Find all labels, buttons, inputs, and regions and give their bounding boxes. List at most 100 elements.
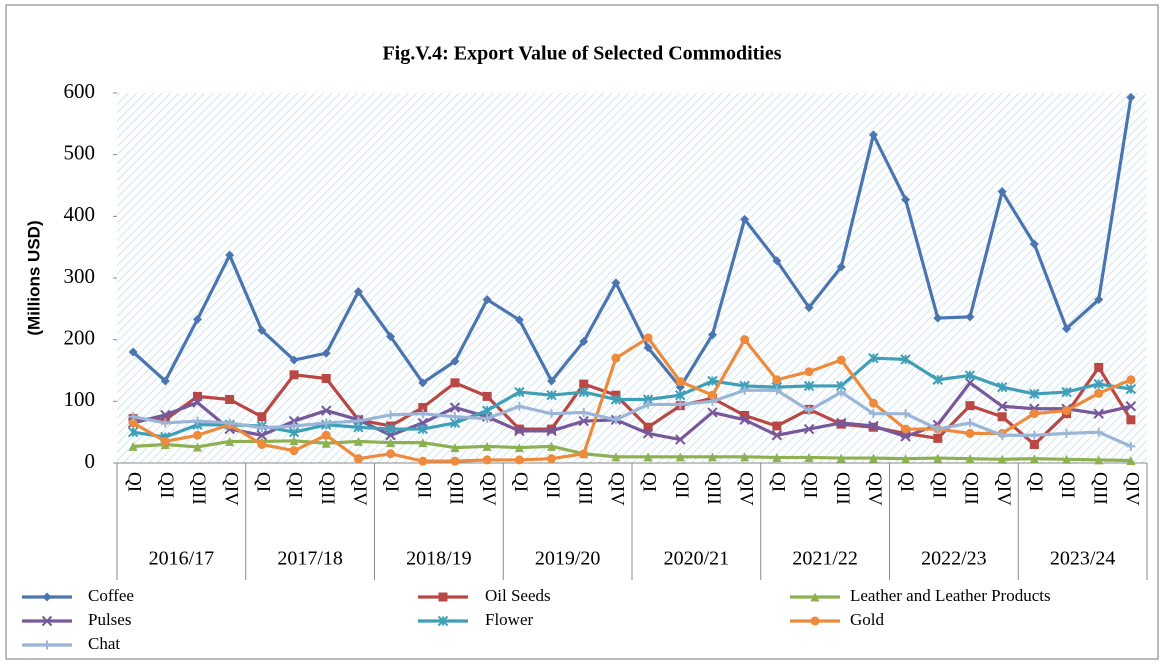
- x-tick-label: QI: [639, 472, 660, 492]
- series-line: [132, 97, 1133, 389]
- marker: [933, 313, 943, 323]
- marker: [417, 423, 428, 435]
- marker: [438, 592, 448, 602]
- marker: [418, 409, 428, 419]
- x-tick-label: QIII: [188, 472, 209, 505]
- marker: [160, 409, 171, 421]
- x-tick-label: QI: [510, 472, 531, 492]
- marker: [450, 456, 460, 466]
- marker: [836, 417, 847, 429]
- marker: [675, 399, 685, 409]
- marker: [772, 385, 782, 395]
- x-tick-label: QIV: [735, 472, 756, 506]
- marker: [578, 415, 589, 427]
- x-tick-label: QIII: [446, 472, 467, 505]
- x-group-label: 2020/21: [664, 548, 730, 570]
- marker: [804, 303, 814, 313]
- x-tick-label: QIV: [349, 472, 370, 506]
- y-tick-label: 500: [64, 140, 96, 164]
- marker: [418, 456, 428, 466]
- marker: [547, 424, 557, 434]
- marker: [1125, 401, 1137, 412]
- marker: [41, 615, 53, 627]
- legend-label: Flower: [485, 610, 534, 629]
- marker: [514, 443, 524, 453]
- marker: [836, 262, 846, 272]
- marker: [225, 418, 235, 428]
- marker: [160, 376, 170, 386]
- marker: [579, 407, 589, 417]
- legend-label: Pulses: [88, 610, 131, 629]
- marker: [256, 430, 268, 441]
- series-line: [132, 356, 1132, 439]
- marker: [42, 640, 52, 650]
- marker: [675, 452, 685, 462]
- legend-label: Gold: [850, 610, 885, 629]
- marker: [803, 380, 815, 392]
- x-group-label: 2021/22: [792, 548, 858, 570]
- chart-title: Fig.V.4: Export Value of Selected Commod…: [382, 43, 781, 65]
- marker: [1094, 362, 1104, 372]
- marker: [932, 374, 943, 385]
- x-tick-label: QII: [1057, 472, 1078, 498]
- marker: [514, 425, 525, 437]
- marker: [900, 431, 911, 442]
- marker: [965, 401, 975, 411]
- marker: [289, 370, 299, 380]
- marker: [707, 407, 718, 418]
- legend-label: Coffee: [88, 586, 134, 605]
- x-tick-label: QII: [542, 472, 563, 498]
- marker: [128, 418, 138, 428]
- marker: [321, 430, 331, 440]
- marker: [514, 315, 524, 325]
- marker: [482, 414, 492, 424]
- marker: [1093, 378, 1104, 390]
- marker: [772, 375, 782, 385]
- x-tick-label: QIV: [1122, 472, 1143, 506]
- marker: [257, 412, 267, 422]
- marker: [353, 454, 363, 464]
- marker: [740, 335, 750, 345]
- marker: [160, 436, 170, 446]
- marker: [836, 355, 846, 365]
- marker: [643, 343, 653, 353]
- marker: [611, 353, 621, 363]
- marker: [804, 452, 814, 462]
- marker: [1029, 239, 1039, 249]
- marker: [481, 405, 493, 416]
- marker: [965, 428, 975, 438]
- marker: [707, 390, 717, 400]
- marker: [836, 387, 846, 397]
- y-tick-label: 0: [85, 449, 96, 473]
- marker: [386, 449, 396, 459]
- marker: [901, 454, 911, 464]
- marker: [579, 337, 589, 347]
- marker: [996, 401, 1008, 412]
- marker: [810, 592, 820, 602]
- x-tick-label: QI: [767, 472, 788, 492]
- series-line: [133, 439, 1131, 463]
- marker: [643, 333, 653, 343]
- marker: [1062, 324, 1072, 334]
- marker: [997, 187, 1007, 197]
- marker: [1126, 456, 1136, 466]
- marker: [192, 442, 202, 452]
- legend-label: Oil Seeds: [485, 586, 551, 605]
- marker: [386, 410, 396, 420]
- marker: [611, 278, 621, 288]
- marker: [257, 325, 267, 335]
- x-tick-label: QI: [381, 472, 402, 492]
- marker: [901, 409, 911, 419]
- series-line: [132, 388, 1132, 448]
- marker: [804, 406, 814, 416]
- x-tick-label: QIV: [864, 472, 885, 506]
- marker: [643, 422, 653, 432]
- marker: [321, 438, 331, 448]
- series-line: [132, 381, 1132, 442]
- marker: [42, 592, 52, 602]
- marker: [642, 428, 654, 439]
- x-tick-label: QI: [1025, 472, 1046, 492]
- marker: [1126, 415, 1136, 425]
- x-tick-label: QII: [413, 472, 434, 498]
